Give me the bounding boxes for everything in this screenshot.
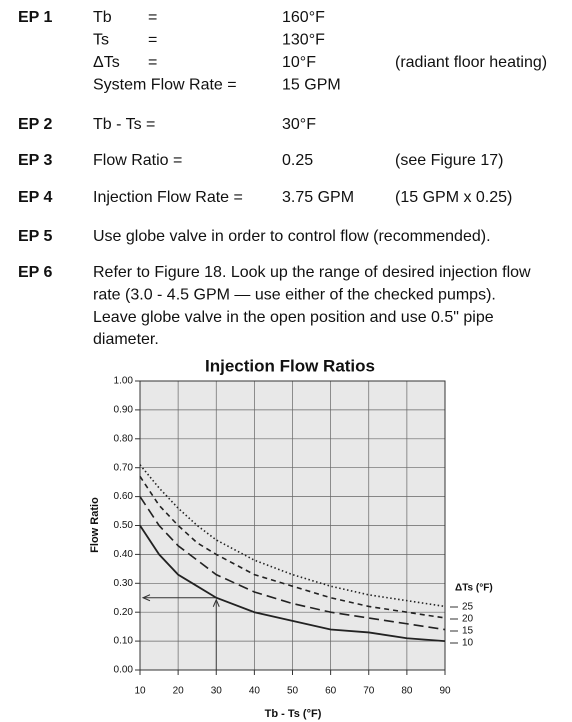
y-tick-label: 0.60 [114,491,134,502]
x-tick-label: 30 [211,686,223,697]
chart-title: Injection Flow Ratios [205,356,375,375]
step-cell: 15 GPM [282,77,341,94]
x-tick-label: 70 [363,686,375,697]
arrow-head [141,594,151,602]
step-label: EP 5 [18,228,53,245]
steps: EP 1 Tb = 160°F Ts = 130°F ΔTs = 10°F (radiant flo… [18,9,547,348]
x-tick-label: 10 [134,686,146,697]
y-tick-label: 0.20 [114,607,134,618]
step-cell: 3.75 GPM [282,189,354,206]
y-tick-label: 0.40 [114,549,134,560]
legend-label: 25 [462,602,474,613]
step-cell: System Flow Rate = [93,77,237,94]
x-tick-label: 40 [249,686,261,697]
step-cell: (see Figure 17) [395,152,504,169]
y-axis-label: Flow Ratio [89,497,101,553]
legend-label: 20 [462,614,474,625]
step-line: Leave globe valve in the open position a… [93,309,494,326]
y-tick-label: 0.90 [114,405,134,416]
step-cell: 130°F [282,32,325,49]
step-cell: = [148,32,157,49]
x-tick-label: 60 [325,686,337,697]
y-tick-label: 0.30 [114,578,134,589]
step-cell: = [148,54,157,71]
x-tick-label: 80 [401,686,413,697]
x-tick-label: 90 [439,686,451,697]
step-label: EP 2 [18,116,53,133]
step-cell: Injection Flow Rate = [93,189,243,206]
x-axis-label: Tb - Ts (°F) [265,708,322,720]
arrow-head [212,598,220,607]
step-label: EP 3 [18,152,53,169]
step-cell: Ts [93,32,109,49]
chart: Injection Flow Ratios Flow Ratio Tb - Ts… [89,356,493,719]
series-line [139,496,446,631]
x-tick-label: 20 [173,686,185,697]
step-line: Refer to Figure 18. Look up the range of… [93,264,531,281]
legend-label: 10 [462,638,474,649]
step-line: rate (3.0 - 4.5 GPM — use either of the … [93,287,496,304]
x-tick-label: 50 [287,686,299,697]
step-cell: 0.25 [282,152,313,169]
step-cell: 10°F [282,54,316,71]
step-line: diameter. [93,331,159,348]
step-label: EP 6 [18,264,53,281]
step-label: EP 1 [18,9,53,26]
step-cell: Tb [93,9,112,26]
step-cell: Tb - Ts = [93,116,155,133]
y-tick-label: 0.10 [114,636,134,647]
y-tick-label: 0.50 [114,520,134,531]
step-cell: 30°F [282,116,316,133]
step-cell: = [148,9,157,26]
y-tick-label: 0.00 [114,665,134,676]
y-tick-label: 0.70 [114,462,134,473]
step-text: Use globe valve in order to control flow… [93,228,491,245]
step-cell: (radiant floor heating) [395,54,547,71]
series-line [139,464,446,608]
step-cell: 160°F [282,9,325,26]
step-cell: (15 GPM x 0.25) [395,189,512,206]
series-line [139,525,446,642]
y-tick-label: 0.80 [114,433,134,444]
step-cell: ΔTs [93,54,120,71]
series-line [139,475,446,619]
y-tick-label: 1.00 [114,376,134,387]
step-cell: Flow Ratio = [93,152,182,169]
legend-title: ΔTs (°F) [455,583,493,594]
legend-label: 15 [462,626,474,637]
step-label: EP 4 [18,189,53,206]
